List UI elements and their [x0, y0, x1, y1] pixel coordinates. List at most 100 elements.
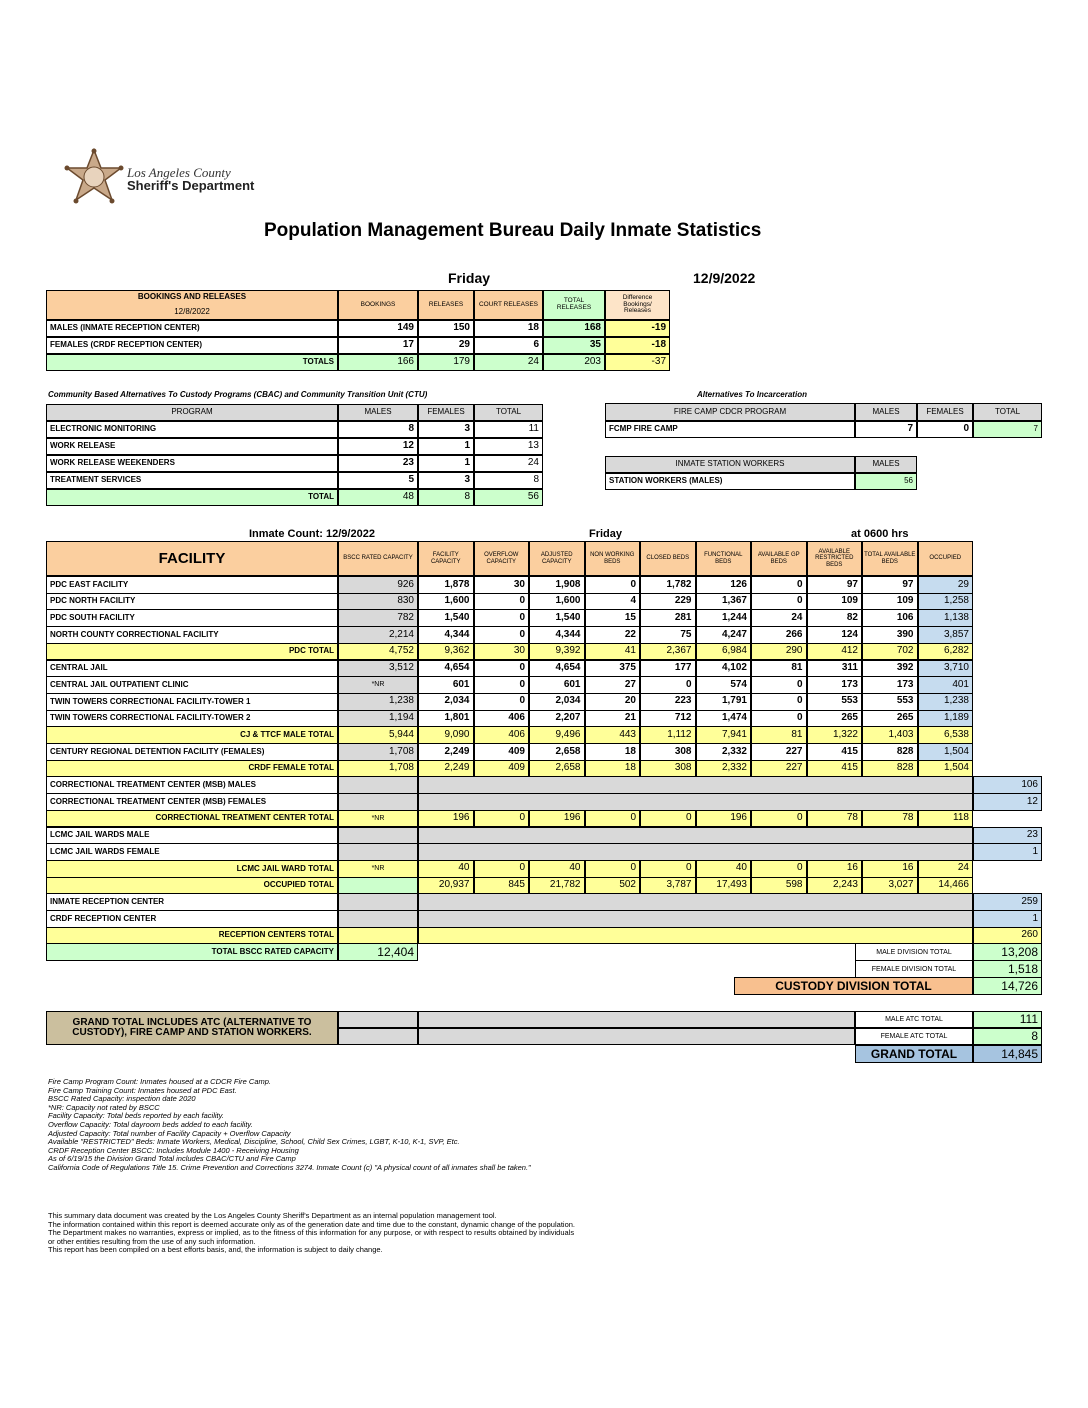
- cbac-value: 12: [338, 438, 418, 455]
- facility-value: 1,194: [338, 709, 418, 728]
- female-atc-label: FEMALE ATC TOTAL: [855, 1028, 973, 1045]
- footnote: Facility Capacity: Total beds reported b…: [48, 1111, 224, 1121]
- footnote: Available "RESTRICTED" Beds: Inmate Work…: [48, 1137, 460, 1147]
- facility-value: 1,403: [862, 726, 918, 744]
- facility-value: 574: [695, 676, 751, 694]
- facility-value: 412: [806, 642, 862, 661]
- facility-value: 0: [751, 676, 807, 694]
- facility-value: 598: [751, 876, 807, 895]
- facility-value: 1,238: [338, 692, 418, 711]
- custody-division-value: 14,726: [973, 977, 1042, 996]
- facility-value: 0: [473, 626, 529, 644]
- facility-column-header: CLOSED BEDS: [640, 541, 696, 576]
- facility-value: 265: [862, 709, 918, 728]
- facility-value: 196: [695, 809, 751, 828]
- facility-row-label: RECEPTION CENTERS TOTAL: [46, 926, 338, 945]
- facility-value: 1,600: [418, 592, 474, 611]
- facility-value: 4,344: [418, 626, 474, 644]
- facility-value: 0: [473, 859, 529, 878]
- facility-value: 0: [640, 859, 696, 878]
- occupied-value: 118: [917, 809, 973, 828]
- org-department: Sheriff's Department: [127, 178, 255, 193]
- empty-cell: [338, 1011, 418, 1028]
- facility-value: 196: [529, 809, 585, 828]
- facility-value: 126: [695, 576, 751, 594]
- disclaimer: or other entities resulting from the use…: [48, 1236, 256, 1246]
- cbac-column-header: FEMALES: [418, 404, 474, 421]
- facility-value: 830: [338, 592, 418, 611]
- facility-value: 0: [751, 576, 807, 594]
- facility-value: 16: [806, 859, 862, 878]
- facility-value: 4,654: [529, 659, 585, 678]
- facility-value: 4,654: [418, 659, 474, 678]
- ati-caption: Alternatives To Incarceration: [697, 390, 807, 399]
- facility-value: 22: [584, 626, 640, 644]
- empty-cell: [418, 926, 973, 945]
- facility-row-label: LCMC JAIL WARDS FEMALE: [46, 843, 338, 861]
- facility-value: 415: [806, 743, 862, 761]
- facility-row-label: TWIN TOWERS CORRECTIONAL FACILITY-TOWER …: [46, 692, 338, 711]
- disclaimer: This report has been compiled on a best …: [48, 1245, 383, 1255]
- facility-value: 0: [751, 709, 807, 728]
- footnote: Adjusted Capacity: Total number of Facil…: [48, 1128, 291, 1138]
- bookings-column-header: TOTAL RELEASES: [543, 290, 605, 320]
- facility-row-label: CORRECTIONAL TREATMENT CENTER (MSB) FEMA…: [46, 793, 338, 811]
- bookings-value: -18: [605, 337, 670, 354]
- cbac-column-header: MALES: [338, 404, 418, 421]
- male-division-value: 13,208: [973, 943, 1042, 962]
- facility-value: 223: [640, 692, 696, 711]
- facility-value: 266: [751, 626, 807, 644]
- cbac-value: 13: [474, 438, 543, 455]
- occupied-value: 401: [917, 676, 973, 694]
- facility-value: 0: [473, 609, 529, 628]
- empty-cell: [338, 776, 418, 795]
- bookings-value: -19: [605, 320, 670, 337]
- facility-row-label: CORRECTIONAL TREATMENT CENTER (MSB) MALE…: [46, 776, 338, 795]
- facility-column-header: OVERFLOW CAPACITY: [473, 541, 529, 576]
- fire-camp-row-label: FCMP FIRE CAMP: [605, 421, 855, 438]
- occupied-value: 12: [973, 793, 1042, 811]
- facility-value: 265: [806, 709, 862, 728]
- empty-cell: [338, 910, 418, 928]
- cbac-value: 1: [418, 455, 474, 472]
- facility-column-header: FUNCTIONAL BEDS: [695, 541, 751, 576]
- footnote: As of 6/19/15 the Division Grand Total i…: [48, 1154, 296, 1164]
- facility-value: 2,658: [529, 759, 585, 778]
- facility-row-label: PDC TOTAL: [46, 642, 338, 661]
- occupied-value: 1,138: [917, 609, 973, 628]
- facility-value: 196: [418, 809, 474, 828]
- facility-value: 20: [584, 692, 640, 711]
- facility-column-header: BSCC RATED CAPACITY: [338, 541, 418, 576]
- bookings-row-label: MALES (INMATE RECEPTION CENTER): [46, 320, 338, 337]
- facility-value: 375: [584, 659, 640, 678]
- facility-value: 1,782: [640, 576, 696, 594]
- facility-value: 1,244: [695, 609, 751, 628]
- bookings-value: -37: [605, 354, 670, 371]
- facility-row-label: NORTH COUNTY CORRECTIONAL FACILITY: [46, 626, 338, 644]
- facility-value: 21: [584, 709, 640, 728]
- fire-camp-column-header: FEMALES: [917, 403, 973, 421]
- facility-column-header: TOTAL AVAILABLE BEDS: [862, 541, 918, 576]
- facility-value: 227: [751, 759, 807, 778]
- facility-value: 30: [473, 642, 529, 661]
- bookings-column-header: RELEASES: [418, 290, 474, 320]
- fire-camp-column-header: TOTAL: [973, 403, 1042, 421]
- facility-value: 30: [473, 576, 529, 594]
- facility-value: 712: [640, 709, 696, 728]
- bookings-value: 149: [338, 320, 418, 337]
- facility-value: 2,034: [529, 692, 585, 711]
- facility-value: *NR: [338, 859, 418, 878]
- facility-value: 702: [862, 642, 918, 661]
- female-division-label: FEMALE DIVISION TOTAL: [855, 960, 973, 979]
- footnote: BSCC Rated Capacity: inspection date 202…: [48, 1094, 196, 1104]
- footnote: California Code of Regulations Title 15.…: [48, 1163, 531, 1172]
- facility-value: 40: [529, 859, 585, 878]
- cbac-row-label: ELECTRONIC MONITORING: [46, 421, 338, 438]
- custody-division-label: CUSTODY DIVISION TOTAL: [734, 977, 973, 996]
- facility-value: 1,112: [640, 726, 696, 744]
- facility-value: 0: [640, 676, 696, 694]
- facility-value: 18: [584, 759, 640, 778]
- page-title: Population Management Bureau Daily Inmat…: [264, 220, 762, 241]
- facility-value: 4,752: [338, 642, 418, 661]
- facility-value: 0: [751, 859, 807, 878]
